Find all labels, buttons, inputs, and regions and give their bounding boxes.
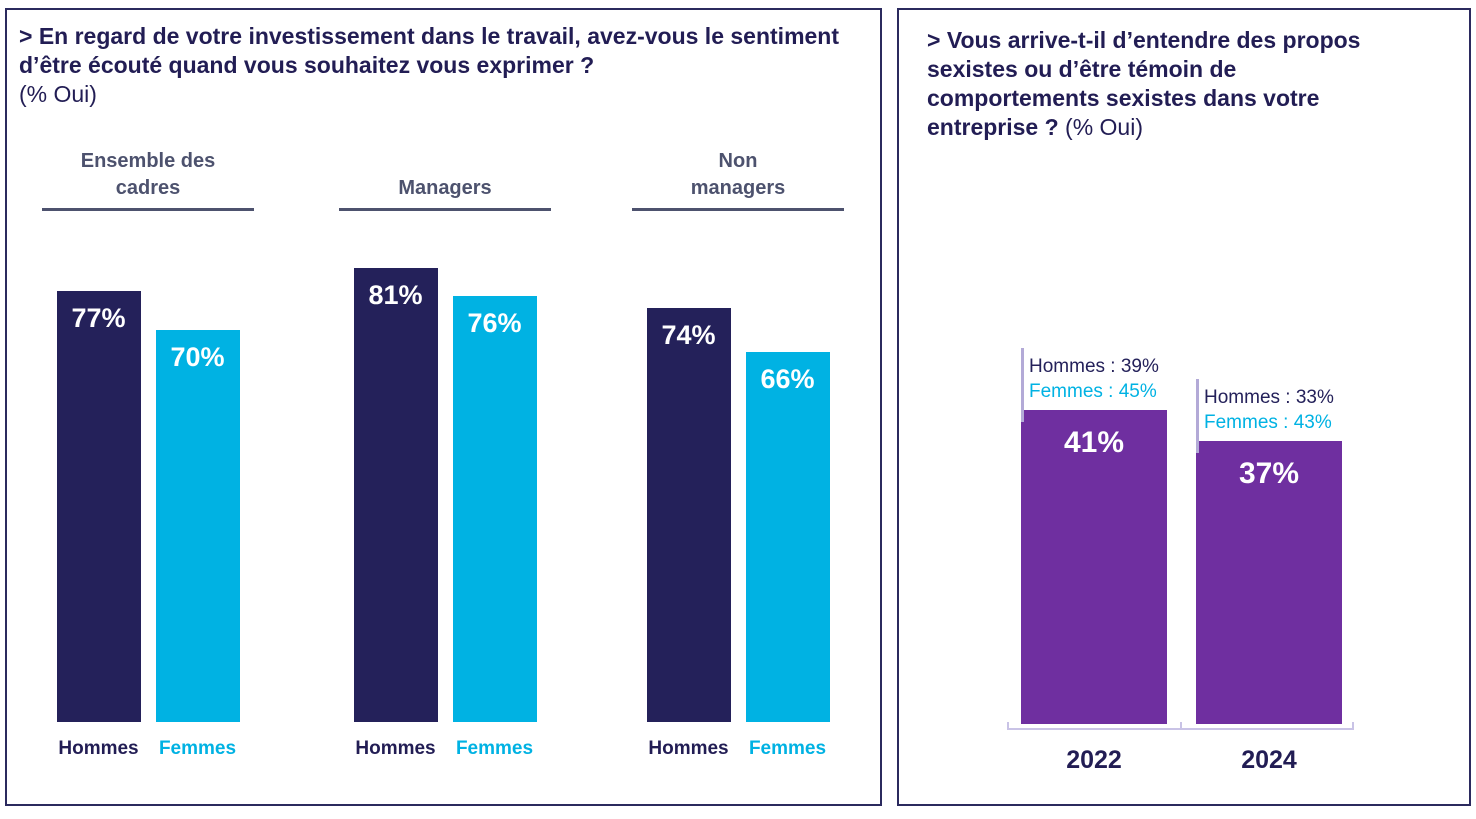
legend-row: Hommes Femmes	[339, 738, 551, 760]
bar-value-label: 76%	[467, 308, 522, 339]
legend-hommes-label: Hommes	[355, 738, 436, 759]
chart1-title-block: > En regard de votre investissement dans…	[19, 22, 871, 109]
legend-hommes-label: Hommes	[58, 738, 139, 759]
category-axis	[1007, 722, 1354, 730]
bar-value-label: 37%	[1238, 456, 1300, 490]
annotation-hommes: Hommes : 39%	[1029, 356, 1159, 378]
annotation-femmes: Femmes : 43%	[1204, 411, 1332, 433]
bar-femmes: 70%	[155, 330, 240, 722]
group-column-non-managers: Non managers 74% 66% Hommes Femmes	[632, 142, 844, 760]
annotation-2022: Hommes : 39% Femmes : 45%	[1029, 354, 1159, 404]
panel-listening-chart: > En regard de votre investissement dans…	[5, 8, 882, 806]
bar-value-label: 77%	[71, 302, 126, 333]
bar-femmes: 66%	[745, 352, 830, 722]
bar-value-label: 70%	[170, 342, 225, 372]
year-label-2024: 2024	[1241, 746, 1297, 774]
bar-hommes: 81%	[353, 268, 438, 722]
chart1-title: > En regard de votre investissement dans…	[19, 23, 840, 78]
annotation-hommes: Hommes : 33%	[1204, 386, 1334, 408]
group-underline	[42, 208, 254, 211]
bar-value-label: 41%	[1063, 426, 1125, 460]
legend-row: Hommes Femmes	[42, 738, 254, 760]
bar-value-label: 66%	[760, 364, 815, 395]
bar-value-label: 74%	[661, 319, 716, 350]
legend-row: Hommes Femmes	[632, 738, 844, 760]
group-header-non-managers: Non managers	[690, 150, 786, 199]
legend-femmes-label: Femmes	[158, 738, 237, 759]
annotation-leader-line	[1196, 378, 1199, 453]
bar-group-2024: Hommes : 33% Femmes : 43% 37%	[1196, 378, 1342, 724]
group-column-managers: Managers 81% 76% Hommes Femmes	[339, 142, 551, 760]
bar-hommes: 77%	[56, 290, 141, 722]
group-underline	[632, 208, 844, 211]
panel-sexism-chart: > Vous arrive-t-il d’entendre des propos…	[897, 8, 1471, 806]
legend-femmes-label: Femmes	[455, 738, 534, 759]
group-header-ensemble-des-cadres: Ensemble des cadres	[80, 150, 216, 199]
legend-femmes-label: Femmes	[748, 738, 827, 759]
group-header-managers: Managers	[398, 177, 492, 199]
bar-group-2022: Hommes : 39% Femmes : 45% 41%	[1021, 348, 1167, 724]
chart2-subtitle: (% Oui)	[1065, 114, 1143, 140]
annotation-2024: Hommes : 33% Femmes : 43%	[1204, 385, 1334, 435]
bar-hommes: 74%	[646, 307, 731, 722]
bar-2024: Hommes : 33% Femmes : 43% 37%	[1196, 378, 1342, 724]
year-label-2022: 2022	[1066, 746, 1122, 774]
bar-pair: 77% 70%	[42, 211, 254, 722]
annotation-femmes: Femmes : 45%	[1029, 381, 1157, 403]
chart1-subtitle: (% Oui)	[19, 81, 97, 107]
bar-2022: Hommes : 39% Femmes : 45% 41%	[1021, 348, 1167, 724]
legend-hommes-label: Hommes	[648, 738, 729, 759]
bar-value-label: 81%	[368, 280, 423, 311]
bar-femmes: 76%	[452, 296, 537, 722]
chart2-title-block: > Vous arrive-t-il d’entendre des propos…	[927, 26, 1405, 142]
chart2-title: > Vous arrive-t-il d’entendre des propos…	[927, 27, 1361, 140]
bar-pair: 74% 66%	[632, 211, 844, 722]
group-column-ensemble-des-cadres: Ensemble des cadres 77% 70% Hommes Femme…	[42, 142, 254, 760]
bar-pair: 81% 76%	[339, 211, 551, 722]
annotation-leader-line	[1021, 348, 1024, 423]
group-underline	[339, 208, 551, 211]
